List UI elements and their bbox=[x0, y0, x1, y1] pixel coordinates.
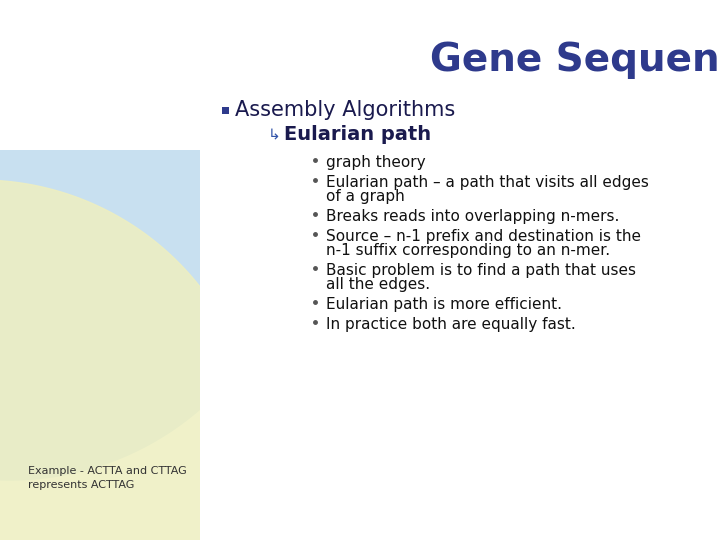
Text: Eularian path – a path that visits all edges: Eularian path – a path that visits all e… bbox=[326, 174, 649, 190]
Text: n-1 suffix corresponding to an n-mer.: n-1 suffix corresponding to an n-mer. bbox=[326, 242, 610, 258]
Text: In practice both are equally fast.: In practice both are equally fast. bbox=[326, 316, 576, 332]
Text: graph theory: graph theory bbox=[326, 154, 426, 170]
Text: ↳: ↳ bbox=[268, 127, 281, 143]
Text: Assembly Algorithms: Assembly Algorithms bbox=[235, 100, 455, 120]
Text: Source – n-1 prefix and destination is the: Source – n-1 prefix and destination is t… bbox=[326, 228, 641, 244]
Text: of a graph: of a graph bbox=[326, 188, 405, 204]
Bar bbox=[222, 107, 229, 114]
Bar bbox=[200, 0, 720, 540]
Text: Breaks reads into overlapping n-mers.: Breaks reads into overlapping n-mers. bbox=[326, 208, 619, 224]
Bar bbox=[0, 0, 200, 150]
Text: Eularian path is more efficient.: Eularian path is more efficient. bbox=[326, 296, 562, 312]
Text: Basic problem is to find a path that uses: Basic problem is to find a path that use… bbox=[326, 262, 636, 278]
Text: Eularian path: Eularian path bbox=[284, 125, 431, 145]
Polygon shape bbox=[0, 180, 260, 540]
Text: Example - ACTTA and CTTAG
represents ACTTAG: Example - ACTTA and CTTAG represents ACT… bbox=[28, 466, 186, 490]
Polygon shape bbox=[0, 0, 300, 480]
Text: Gene Sequencing: Gene Sequencing bbox=[430, 41, 720, 79]
Text: all the edges.: all the edges. bbox=[326, 276, 430, 292]
